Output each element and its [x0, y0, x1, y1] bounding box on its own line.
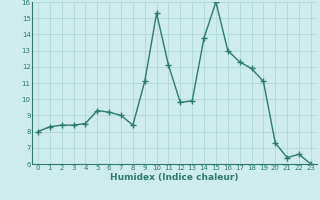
- X-axis label: Humidex (Indice chaleur): Humidex (Indice chaleur): [110, 173, 239, 182]
